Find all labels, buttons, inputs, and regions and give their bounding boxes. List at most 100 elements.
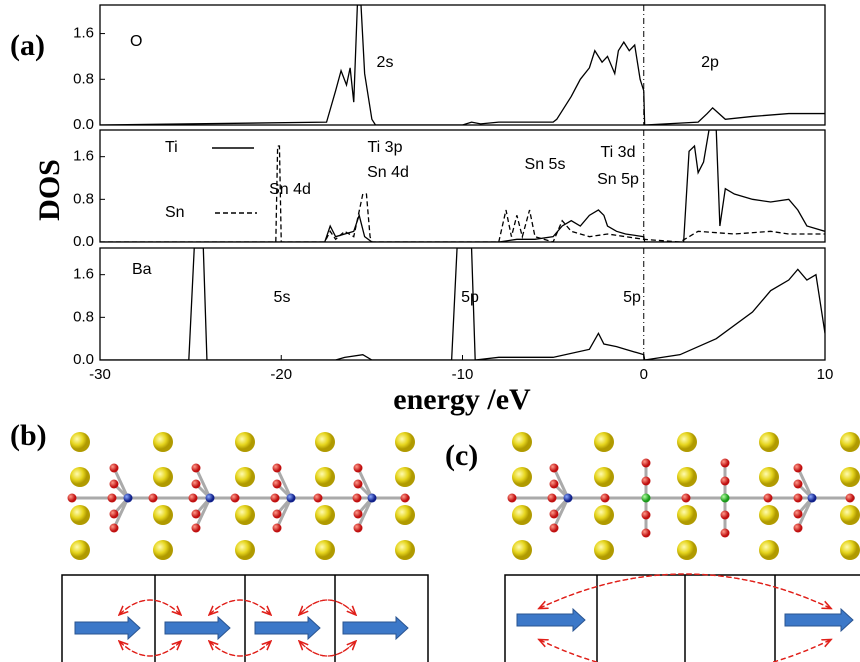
atom <box>191 509 201 519</box>
atom <box>191 463 201 473</box>
bond <box>552 467 570 499</box>
atom <box>109 523 119 533</box>
polarization-arrow <box>516 607 586 633</box>
atom <box>188 493 198 503</box>
atom <box>594 505 614 525</box>
y-tick-label: 0.0 <box>73 116 94 133</box>
atom <box>153 505 173 525</box>
coupling-arc <box>300 642 356 657</box>
annotation: 5p <box>461 289 479 306</box>
panel-label: (a) <box>10 29 45 62</box>
dos-line <box>100 248 825 360</box>
bond <box>112 497 130 529</box>
legend-label: O <box>130 33 142 50</box>
atom <box>512 467 532 487</box>
atom <box>759 432 779 452</box>
atom <box>395 432 415 452</box>
annotation: Sn 4d <box>269 181 311 198</box>
atom <box>67 493 77 503</box>
annotation: Ti 3d <box>601 144 636 161</box>
atom <box>107 493 117 503</box>
atom <box>353 463 363 473</box>
y-tick-label: 0.0 <box>73 351 94 368</box>
atom <box>641 493 651 503</box>
bond <box>356 467 374 499</box>
atom <box>395 540 415 560</box>
atom <box>594 540 614 560</box>
y-tick-label: 1.6 <box>73 25 94 42</box>
atom <box>315 432 335 452</box>
atom <box>352 493 362 503</box>
atom <box>313 493 323 503</box>
atom <box>235 540 255 560</box>
atom <box>70 505 90 525</box>
legend-label: Sn <box>165 204 185 221</box>
coupling-arc <box>120 642 181 657</box>
x-tick-label: 10 <box>817 366 834 383</box>
atom <box>720 458 730 468</box>
annotation: 5s <box>274 289 291 306</box>
dos-line <box>100 5 825 125</box>
annotation: 2s <box>377 54 394 71</box>
atom <box>563 493 573 503</box>
atom <box>272 509 282 519</box>
atom <box>395 467 415 487</box>
x-axis-label: energy /eV <box>393 383 531 416</box>
atom <box>720 476 730 486</box>
atom <box>549 463 559 473</box>
atom <box>840 540 860 560</box>
atom <box>512 540 532 560</box>
atom <box>549 479 559 489</box>
atom <box>512 432 532 452</box>
x-tick-label: -30 <box>89 366 111 383</box>
y-tick-label: 0.8 <box>73 190 94 207</box>
atom <box>677 467 697 487</box>
atom <box>641 528 651 538</box>
dos-line <box>100 130 825 242</box>
atom <box>793 493 803 503</box>
atom <box>191 523 201 533</box>
coupling-arc <box>540 573 831 608</box>
annotation: 5p <box>623 289 641 306</box>
atom <box>793 479 803 489</box>
atom <box>272 479 282 489</box>
atom <box>235 467 255 487</box>
bond <box>194 467 212 499</box>
coupling-arc <box>120 599 181 614</box>
atom <box>759 540 779 560</box>
coupling-arc <box>210 642 271 657</box>
atom <box>153 540 173 560</box>
legend-label: Ba <box>132 261 152 278</box>
atom <box>600 493 610 503</box>
atom <box>759 467 779 487</box>
x-tick-label: -20 <box>270 366 292 383</box>
coupling-arc <box>299 642 355 657</box>
polarization-arrow <box>784 607 854 633</box>
atom <box>793 463 803 473</box>
atom <box>315 467 335 487</box>
atom <box>315 540 335 560</box>
atom <box>807 493 817 503</box>
bond <box>796 467 814 499</box>
coupling-arc <box>540 640 831 662</box>
annotation: Ti 3p <box>368 139 403 156</box>
atom <box>677 505 697 525</box>
atom <box>512 505 532 525</box>
atom <box>400 493 410 503</box>
annotation: Sn 5s <box>525 156 566 173</box>
atom <box>153 432 173 452</box>
atom <box>763 493 773 503</box>
atom <box>191 479 201 489</box>
annotation: Sn 5p <box>597 171 639 188</box>
atom <box>677 432 697 452</box>
atom <box>845 493 855 503</box>
y-tick-label: 1.6 <box>73 148 94 165</box>
atom <box>353 523 363 533</box>
atom <box>272 523 282 533</box>
atom <box>109 509 119 519</box>
domain-box <box>504 574 860 662</box>
annotation: 2p <box>701 54 719 71</box>
atom <box>70 432 90 452</box>
bond <box>552 497 570 529</box>
